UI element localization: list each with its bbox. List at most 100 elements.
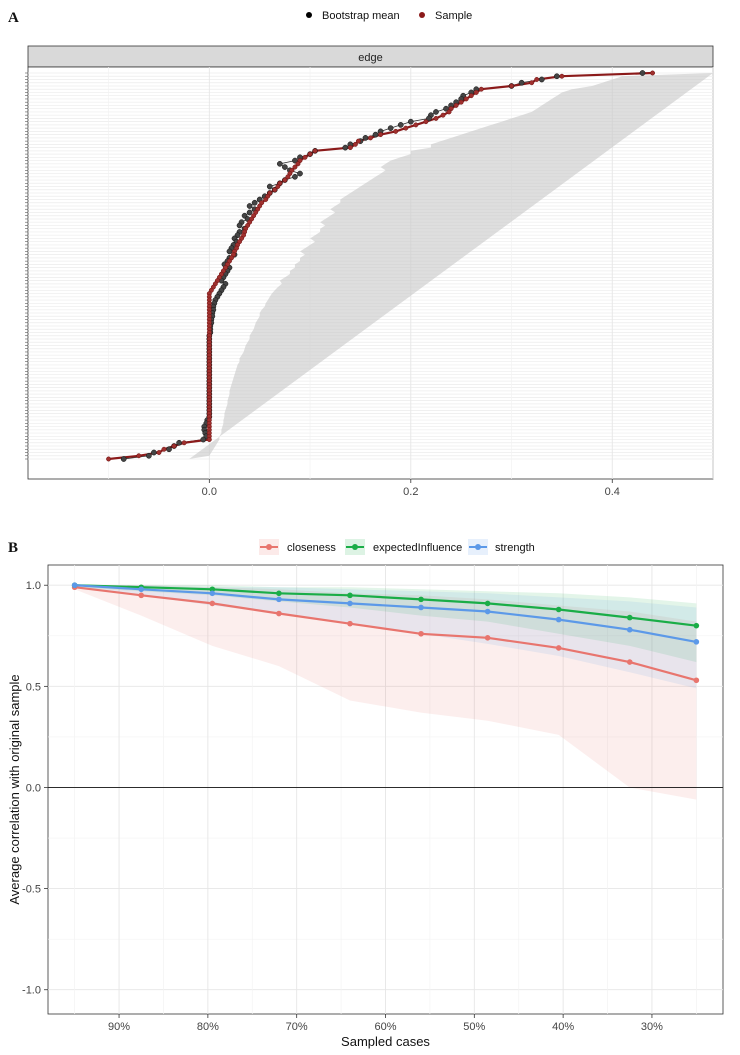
data-point-strength	[693, 639, 700, 645]
sample-point	[307, 151, 313, 157]
bootstrap-mean-point	[518, 79, 525, 86]
data-point-closeness	[626, 659, 633, 665]
bootstrap-mean-point	[397, 122, 404, 128]
bootstrap-mean-point	[282, 164, 288, 170]
data-point-expectedinfluence	[209, 586, 216, 593]
y-tick-label: 1.0	[26, 580, 41, 592]
data-point-closeness	[209, 600, 216, 607]
bootstrap-mean-point	[276, 160, 283, 167]
x-tick-label: 30%	[641, 1021, 663, 1033]
sample-point	[368, 135, 373, 141]
sample-point	[206, 437, 212, 442]
bootstrap-mean-point	[407, 118, 414, 125]
data-point-expectedinfluence	[693, 622, 700, 629]
bootstrap-mean-point	[236, 222, 243, 229]
sample-point	[285, 174, 291, 180]
legend-label-closeness: closeness	[287, 542, 336, 554]
bootstrap-mean-point	[292, 173, 298, 180]
legend-key-bootstrap-mean	[306, 12, 312, 18]
sample-point	[440, 112, 446, 118]
y-tick-label: 0.5	[26, 681, 41, 693]
sample-point	[378, 132, 384, 138]
edge-bootstrap-chart: Bootstrap mean Sample edge 0.0 0.2 0.4	[25, 10, 714, 498]
sample-point	[136, 453, 142, 459]
legend-key-dot-closeness	[266, 544, 272, 550]
bootstrap-mean-point	[554, 73, 560, 80]
bootstrap-mean-point	[176, 439, 182, 446]
bootstrap-mean-point	[362, 135, 369, 141]
series-line-closeness	[74, 586, 697, 682]
y-tick-label: -0.5	[22, 884, 41, 896]
sample-point	[352, 141, 358, 147]
x-tick-label: 0.2	[403, 486, 418, 498]
series-points-strength	[71, 582, 700, 645]
bootstrap-mean-point	[146, 452, 152, 459]
bootstrap-mean-point	[387, 125, 394, 131]
sample-point	[181, 440, 187, 446]
sample-point	[161, 446, 167, 452]
stability-chart: closeness expectedInfluence strength -1.0 -0…	[7, 539, 724, 1049]
data-point-strength	[347, 600, 353, 607]
facet-strip-label: edge	[358, 52, 382, 64]
sample-point	[433, 115, 439, 121]
x-axis-title: Sampled cases	[341, 1034, 430, 1049]
sample-point	[272, 187, 278, 193]
bootstrap-mean-point	[372, 131, 379, 138]
data-point-strength	[626, 626, 633, 633]
legend-label-expectedinfluence: expectedInfluence	[373, 542, 462, 554]
sample-point	[263, 197, 269, 202]
sample-point	[473, 90, 479, 95]
sample-point	[171, 443, 177, 449]
sample-point	[534, 77, 540, 82]
sample-point	[355, 138, 361, 144]
sample-point	[275, 184, 281, 189]
sample-point	[463, 96, 469, 102]
sample-point	[468, 93, 474, 99]
bootstrap-mean-point	[226, 248, 233, 255]
panel-a-label: A	[8, 10, 19, 26]
panel-b-label: B	[8, 540, 19, 556]
sample-point	[393, 128, 399, 134]
sample-point	[292, 164, 298, 170]
x-tick-label: 60%	[374, 1021, 396, 1033]
data-point-strength	[71, 582, 78, 589]
bootstrap-mean-point	[200, 436, 207, 443]
sample-point	[509, 83, 514, 89]
series-line-strength	[74, 584, 697, 643]
bootstrap-mean-point	[251, 199, 258, 206]
sample-point	[478, 86, 484, 92]
x-tick-label: 70%	[286, 1021, 308, 1033]
data-point-strength	[209, 590, 216, 597]
x-tick-label: 80%	[197, 1021, 219, 1033]
bootstrap-mean-point	[426, 115, 432, 122]
data-point-closeness	[347, 620, 353, 627]
data-point-closeness	[555, 645, 562, 651]
x-tick-label: 0.4	[605, 486, 620, 498]
data-point-strength	[555, 616, 562, 623]
sample-point	[347, 145, 353, 151]
legend-label-bootstrap-mean: Bootstrap mean	[322, 10, 400, 22]
y-tick-label: 0.0	[26, 782, 41, 794]
sample-point	[302, 154, 308, 160]
x-tick-label: 90%	[108, 1021, 130, 1033]
series-line-expectedinfluence	[74, 584, 697, 627]
sample-point	[453, 102, 459, 108]
y-ticks	[25, 72, 28, 460]
bootstrap-mean-point	[266, 183, 273, 190]
bootstrap-mean-point	[538, 76, 545, 83]
sample-point	[559, 73, 565, 79]
sample-point	[156, 450, 162, 455]
sample-point	[106, 456, 112, 462]
x-tick-label: 50%	[463, 1021, 485, 1033]
data-point-closeness	[276, 610, 282, 617]
y-axis-title: Average correlation with original sample	[7, 674, 22, 904]
x-tick-label: 40%	[552, 1021, 574, 1033]
bootstrap-mean-point	[166, 446, 172, 453]
sample-point	[458, 99, 464, 105]
data-point-closeness	[484, 635, 491, 641]
data-point-expectedinfluence	[276, 590, 282, 597]
y-tick-label: -1.0	[22, 985, 41, 997]
bootstrap-mean-point	[246, 209, 253, 216]
sample-point	[312, 148, 318, 154]
sample-point	[423, 119, 429, 125]
